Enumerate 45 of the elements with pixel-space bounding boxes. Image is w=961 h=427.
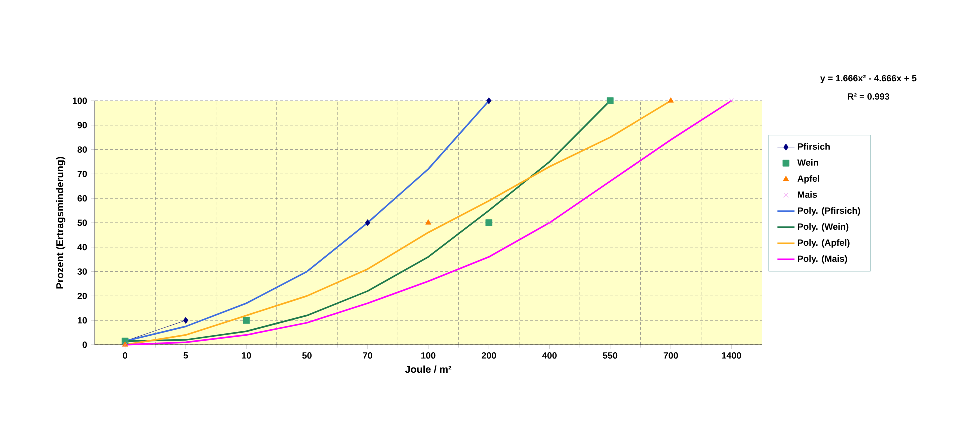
x-tick-label: 400 (542, 352, 557, 359)
y-axis-title: Prozent (Ertragsminderung) (56, 157, 66, 289)
legend-label: Poly. (Mais) (798, 255, 848, 264)
x-tick-label: 100 (422, 352, 436, 359)
point (243, 317, 250, 324)
y-tick-label: 30 (78, 268, 88, 275)
y-tick-label: 40 (78, 244, 88, 251)
legend-label: Poly. (Apfel) (798, 239, 850, 248)
x-tick-label: 5 (184, 352, 188, 359)
text: R² = 0.993 (848, 94, 890, 100)
x-tick-label: 700 (664, 352, 678, 359)
legend-label: Mais (798, 191, 818, 198)
legend-label: Poly. (Wein) (798, 223, 849, 232)
x-tick-label: 70 (363, 352, 373, 359)
point (607, 98, 614, 104)
y-tick-label: 70 (78, 170, 88, 178)
legend-label: Poly. (Pfirsich) (798, 207, 860, 216)
x-tick-label: 50 (302, 352, 312, 359)
point (304, 318, 310, 324)
y-tick-label: 90 (78, 122, 88, 129)
y-tick-label: 0 (82, 342, 88, 348)
x-tick-label: 10 (242, 352, 252, 359)
legend-label: Pfirsich (798, 143, 830, 150)
y-tick-label: 80 (78, 146, 88, 153)
point (668, 98, 674, 103)
point (486, 98, 492, 104)
point (183, 317, 189, 324)
x-tick-label: 550 (603, 352, 618, 359)
x-tick-label: 200 (482, 352, 496, 359)
point (426, 220, 432, 225)
x-tick-label: 1400 (722, 352, 742, 359)
y-tick-label: 10 (78, 317, 88, 324)
legend-label: Apfel (798, 175, 820, 184)
legend-label: Wein (798, 159, 818, 166)
x-tick-label: 0 (123, 352, 128, 359)
y-tick-label: 50 (78, 220, 88, 226)
y-tick-label: 20 (78, 292, 88, 300)
point (486, 220, 493, 226)
text: y = 1.666x² - 4.666x + 5 (820, 75, 917, 84)
x-axis-title: Joule / m² (405, 366, 452, 374)
y-tick-label: 100 (73, 98, 88, 104)
point (547, 220, 552, 226)
point (365, 220, 370, 226)
point (729, 98, 734, 104)
y-tick-label: 60 (78, 195, 88, 202)
